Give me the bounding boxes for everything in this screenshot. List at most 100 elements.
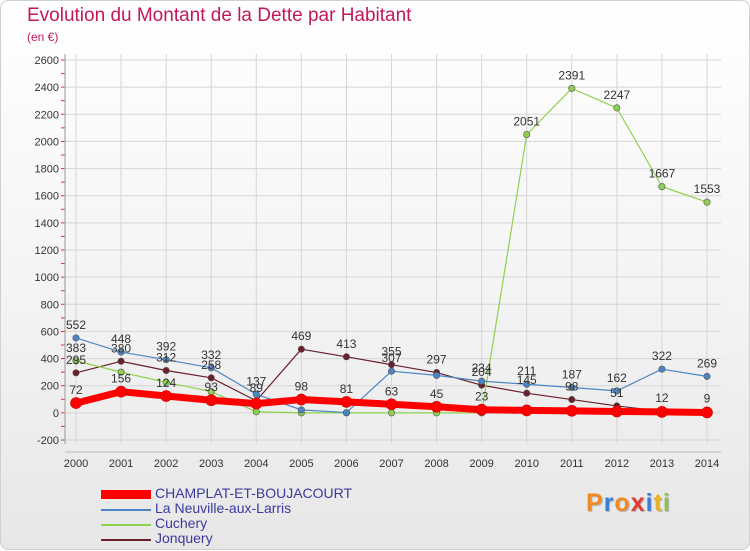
chart-title: Evolution du Montant de la Dette par Hab… xyxy=(27,5,412,26)
logo-letter: t xyxy=(653,489,663,517)
data-point xyxy=(162,378,170,386)
data-label: 93 xyxy=(205,380,219,394)
y-tick-label: 2400 xyxy=(35,82,59,94)
y-tick-label: 0 xyxy=(53,408,59,420)
data-point xyxy=(72,334,80,342)
y-tick-label: 800 xyxy=(41,299,59,311)
logo-letter: i xyxy=(662,489,671,517)
data-point xyxy=(523,389,531,397)
data-point xyxy=(205,394,218,407)
data-label: 137 xyxy=(246,374,266,388)
data-label: 81 xyxy=(340,382,354,396)
y-tick-label: 200 xyxy=(41,381,59,393)
data-label: 162 xyxy=(607,371,627,385)
legend-swatch xyxy=(101,509,151,511)
data-point xyxy=(520,404,533,417)
axes: -200 0 200 400 600 800 1000 1200 1400 1600 1800 200… xyxy=(35,54,721,470)
data-point xyxy=(656,406,668,418)
data-label: 12 xyxy=(655,391,669,405)
data-point xyxy=(115,385,127,398)
legend-label: CHAMPLAT-ET-BOUJACOURT xyxy=(155,485,353,501)
data-point xyxy=(70,397,82,409)
legend-swatch xyxy=(101,524,151,526)
data-point xyxy=(160,390,172,402)
data-point xyxy=(297,345,305,353)
x-tick-label: 2001 xyxy=(109,458,133,470)
logo-letter: i xyxy=(645,489,654,517)
y-tick-label: 1000 xyxy=(35,272,59,284)
data-label: 98 xyxy=(295,380,309,394)
data-label: 187 xyxy=(562,367,582,381)
data-point xyxy=(523,131,531,139)
y-tick-label: 2000 xyxy=(35,136,59,148)
data-label: 51 xyxy=(610,386,624,400)
data-label: 9 xyxy=(704,392,711,406)
data-label: 355 xyxy=(381,345,401,359)
x-tick-label: 2007 xyxy=(379,458,403,470)
data-label: 380 xyxy=(111,341,131,355)
data-label: 45 xyxy=(430,387,444,401)
logo-letter: o xyxy=(614,489,631,517)
data-point xyxy=(297,406,305,414)
y-tick-label: -200 xyxy=(37,435,59,447)
proxiti-logo: Proxiti xyxy=(586,489,671,518)
x-tick-label: 2011 xyxy=(560,458,584,470)
x-tick-label: 2002 xyxy=(154,458,178,470)
logo-letter: x xyxy=(630,489,646,517)
data-point xyxy=(342,353,350,361)
data-point xyxy=(162,367,170,375)
x-tick-label: 2006 xyxy=(334,458,358,470)
data-point xyxy=(250,397,263,410)
data-point xyxy=(117,357,125,365)
legend-label: Cuchery xyxy=(155,515,208,531)
y-tick-label: 1800 xyxy=(35,164,59,176)
data-point xyxy=(117,368,125,376)
data-label: 124 xyxy=(156,376,176,390)
data-point xyxy=(72,357,80,365)
data-label: 269 xyxy=(697,356,717,370)
data-point xyxy=(565,405,578,417)
x-tick-label: 2004 xyxy=(244,458,268,470)
data-label: 2391 xyxy=(558,68,585,82)
legend-label: Jonquery xyxy=(155,530,213,546)
data-point xyxy=(568,383,576,391)
data-point xyxy=(342,409,350,417)
x-tick-label: 2005 xyxy=(289,458,313,470)
data-label: 145 xyxy=(517,373,537,387)
data-label: 258 xyxy=(201,358,221,372)
legend-swatch xyxy=(101,539,151,541)
data-point xyxy=(207,364,215,372)
data-point xyxy=(295,393,308,406)
data-label: 2247 xyxy=(604,88,631,102)
data-point xyxy=(387,409,395,417)
data-point xyxy=(478,377,486,385)
data-label: 156 xyxy=(111,372,131,386)
legend-label: La Neuville-aux-Larris xyxy=(155,500,292,516)
x-tick-label: 2013 xyxy=(650,458,674,470)
data-label: 23 xyxy=(475,390,489,404)
data-label: 297 xyxy=(427,353,447,367)
x-tick-label: 2012 xyxy=(605,458,629,470)
data-point xyxy=(703,372,711,380)
data-point xyxy=(568,396,576,404)
data-label: 72 xyxy=(69,383,83,397)
data-point xyxy=(162,356,170,364)
data-point xyxy=(703,198,711,206)
x-tick-label: 2003 xyxy=(199,458,223,470)
x-tick-label: 2010 xyxy=(514,458,538,470)
data-point xyxy=(72,369,80,377)
data-point xyxy=(611,405,623,418)
y-tick-label: 1200 xyxy=(35,245,59,257)
data-point xyxy=(568,84,576,92)
data-point xyxy=(117,348,125,356)
data-point xyxy=(613,387,621,395)
x-tick-label: 2000 xyxy=(64,458,88,470)
x-tick-label: 2009 xyxy=(469,458,493,470)
data-label: 413 xyxy=(336,337,356,351)
data-point xyxy=(430,400,443,413)
data-label: 234 xyxy=(472,361,492,375)
data-point xyxy=(658,183,666,191)
data-label: 392 xyxy=(156,340,176,354)
